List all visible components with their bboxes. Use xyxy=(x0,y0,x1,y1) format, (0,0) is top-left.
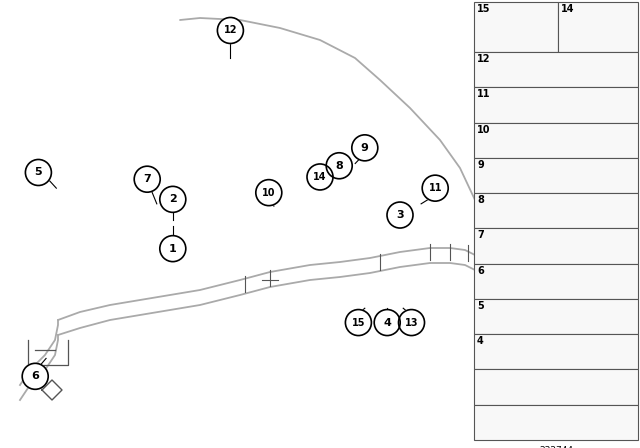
Text: 15: 15 xyxy=(351,318,365,327)
Bar xyxy=(558,2,638,52)
Text: 3: 3 xyxy=(396,210,404,220)
Text: 14: 14 xyxy=(313,172,327,182)
Circle shape xyxy=(256,180,282,206)
Text: 6: 6 xyxy=(477,266,484,276)
Circle shape xyxy=(160,236,186,262)
Circle shape xyxy=(399,310,424,336)
Bar xyxy=(474,299,638,334)
Bar xyxy=(474,193,638,228)
Text: 8: 8 xyxy=(477,195,484,205)
Circle shape xyxy=(22,363,48,389)
Text: 8: 8 xyxy=(335,161,343,171)
Text: 7: 7 xyxy=(143,174,151,184)
Circle shape xyxy=(422,175,448,201)
Bar xyxy=(474,2,558,52)
Bar xyxy=(474,87,638,123)
Circle shape xyxy=(374,310,400,336)
Text: 7: 7 xyxy=(477,230,484,241)
Circle shape xyxy=(352,135,378,161)
Bar xyxy=(474,405,638,440)
Bar xyxy=(474,370,638,405)
Circle shape xyxy=(218,17,243,43)
Text: 15: 15 xyxy=(477,4,490,14)
Text: 4: 4 xyxy=(477,336,484,346)
Text: 9: 9 xyxy=(361,143,369,153)
Circle shape xyxy=(387,202,413,228)
Text: 4: 4 xyxy=(383,318,391,327)
Text: 5: 5 xyxy=(477,301,484,311)
Text: 9: 9 xyxy=(477,160,484,170)
Bar xyxy=(474,263,638,299)
Circle shape xyxy=(134,166,160,192)
Circle shape xyxy=(160,186,186,212)
Text: 12: 12 xyxy=(477,54,490,64)
Text: 232744: 232744 xyxy=(539,446,573,448)
Text: 5: 5 xyxy=(35,168,42,177)
Text: 13: 13 xyxy=(404,318,419,327)
Text: 11: 11 xyxy=(428,183,442,193)
Bar xyxy=(474,334,638,370)
Circle shape xyxy=(346,310,371,336)
Text: 14: 14 xyxy=(561,4,575,14)
Text: 1: 1 xyxy=(169,244,177,254)
Text: 6: 6 xyxy=(31,371,39,381)
Bar xyxy=(474,158,638,193)
Circle shape xyxy=(26,159,51,185)
Circle shape xyxy=(307,164,333,190)
Bar xyxy=(474,52,638,87)
Text: 12: 12 xyxy=(223,26,237,35)
Circle shape xyxy=(326,153,352,179)
Bar xyxy=(474,228,638,263)
Text: 10: 10 xyxy=(477,125,490,134)
Bar xyxy=(474,123,638,158)
Text: 11: 11 xyxy=(477,89,490,99)
Text: 10: 10 xyxy=(262,188,276,198)
Text: 2: 2 xyxy=(169,194,177,204)
